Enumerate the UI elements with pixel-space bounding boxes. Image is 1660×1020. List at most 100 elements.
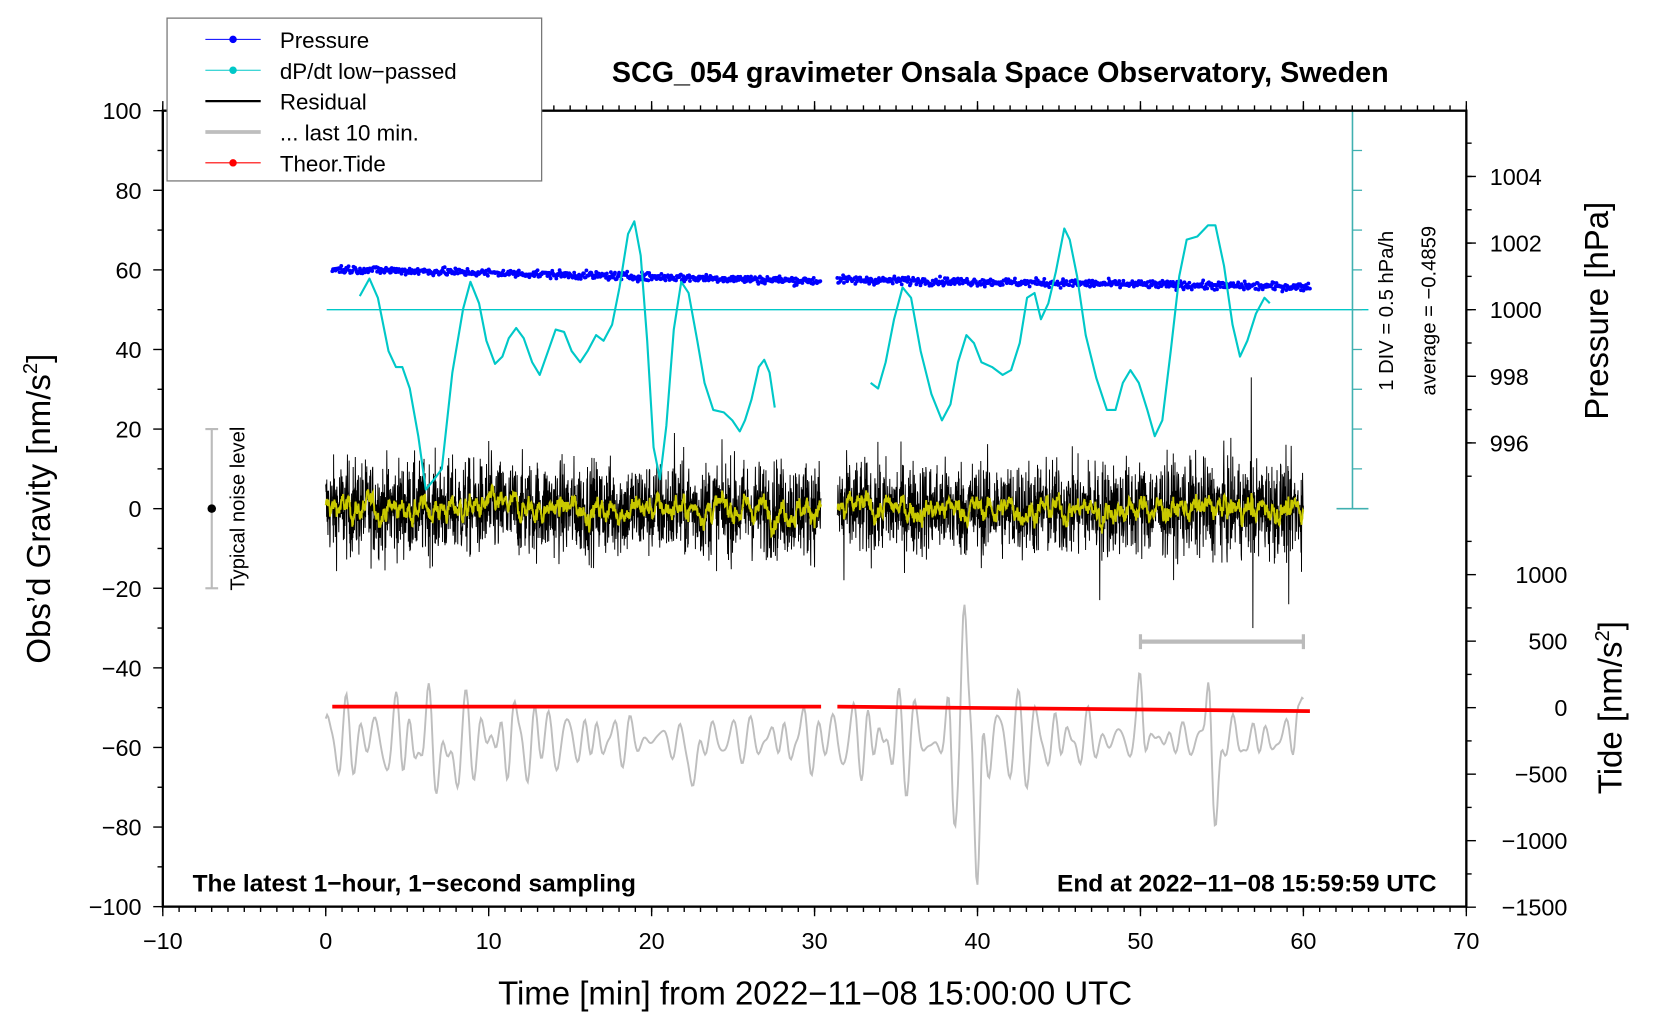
legend-label: Pressure (280, 28, 369, 53)
pressure-point (688, 279, 692, 283)
pressure-point (818, 279, 823, 284)
x-tick-label: 0 (319, 928, 332, 954)
pressure-point (1058, 285, 1063, 290)
pressure-axis-label: Pressure [hPa] (1578, 202, 1615, 420)
y-tick-label: 100 (102, 98, 141, 124)
pressure-point (1242, 287, 1246, 292)
pressure-point (934, 277, 938, 282)
pressure-tick-label: 1004 (1490, 164, 1542, 190)
pressure-point (625, 269, 630, 274)
pressure-point (970, 282, 975, 286)
x-axis-label: Time [min] from 2022−11−08 15:00:00 UTC (498, 975, 1132, 1012)
pressure-point (516, 268, 521, 273)
pressure-point (890, 281, 895, 286)
pressure-point (1013, 276, 1017, 281)
pressure-point (842, 280, 846, 285)
tide-axis-label-main: Tide [nm/s (1592, 642, 1629, 795)
pressure-point (584, 268, 589, 273)
y-tick-label: 20 (115, 417, 141, 443)
pressure-point (659, 272, 664, 276)
pressure-point (1121, 278, 1126, 283)
pressure-point (845, 279, 850, 284)
pressure-point (765, 274, 770, 279)
pressure-point (604, 271, 609, 276)
legend-label: ... last 10 min. (280, 120, 419, 145)
pressure-point (1306, 281, 1311, 286)
x-tick-label: 40 (964, 928, 990, 954)
pressure-tick-label: 1002 (1490, 231, 1542, 257)
pressure-point (354, 267, 358, 272)
pressure-point (908, 281, 913, 286)
chart-title: SCG_054 gravimeter Onsala Space Observat… (612, 57, 1389, 89)
legend-label: Residual (280, 90, 367, 115)
tide-series-line-1 (837, 704, 1310, 713)
pressure-point (938, 274, 942, 279)
legend-entries: Pressure dP/dt low−passed Residual ... last… (205, 28, 457, 176)
pressure-point (714, 275, 719, 280)
legend-marker-icon (229, 66, 237, 74)
pressure-point (704, 272, 709, 277)
tide-tick-label: −1500 (1502, 895, 1568, 921)
x-tick-label: 30 (802, 928, 828, 954)
pressure-tick-label: 998 (1490, 364, 1529, 390)
y-tick-label: 0 (128, 496, 141, 522)
pressure-series-1 (835, 273, 1312, 294)
pressure-point (548, 276, 553, 281)
pressure-point (1167, 284, 1171, 289)
noise-level-label: Typical noise level (228, 427, 250, 591)
pressure-point (1187, 280, 1192, 285)
pressure-point (613, 270, 617, 275)
y-tick-label: −60 (102, 735, 142, 761)
legend-marker-icon (229, 159, 237, 167)
pressure-point (957, 281, 962, 286)
pressure-point (1272, 287, 1277, 292)
pressure-point (1064, 279, 1069, 283)
pressure-tick-label: 996 (1490, 430, 1529, 456)
pressure-tick-label: 1000 (1490, 297, 1542, 323)
y-tick-label: 40 (115, 337, 141, 363)
pressure-point (1181, 287, 1186, 292)
legend-entry: Pressure (205, 28, 369, 53)
pressure-point (1182, 280, 1187, 285)
pressure-point (442, 265, 447, 270)
y-tick-label: −40 (102, 655, 142, 681)
pressure-point (554, 276, 559, 281)
pressure-point (485, 273, 490, 278)
residual-smoothed-line-1 (836, 490, 1305, 534)
bottom-right-note: End at 2022−11−08 15:59:59 UTC (1057, 871, 1437, 898)
y-tick-label: −80 (102, 815, 142, 841)
pressure-point (811, 275, 816, 280)
residual-smoothed-line-0 (324, 483, 823, 539)
pressure-point (370, 269, 375, 273)
pressure-point (527, 275, 532, 280)
x-tick-label: 50 (1127, 928, 1153, 954)
pressure-point (945, 276, 950, 281)
legend: Pressure dP/dt low−passed Residual ... last… (166, 17, 543, 182)
tide-tick-label: 500 (1528, 629, 1567, 655)
pressure-series-0 (330, 264, 823, 288)
pressure-point (1231, 281, 1236, 286)
x-tick-label: 60 (1290, 928, 1316, 954)
pressure-point (1215, 287, 1219, 292)
y-axis-label: Obs’d Gravity [nm/s2] (20, 354, 57, 664)
pressure-point (1027, 284, 1032, 289)
y-tick-label: −100 (89, 894, 142, 920)
pressure-point (346, 264, 351, 269)
x-tick-label: −10 (143, 928, 183, 954)
pressure-point (1117, 279, 1122, 283)
pressure-point (982, 284, 987, 289)
pressure-point (1236, 280, 1241, 285)
y-axis-label-sup: 2 (20, 363, 42, 374)
bottom-left-note: The latest 1−hour, 1−second sampling (193, 871, 636, 898)
pressure-point (858, 275, 863, 280)
legend-label: Theor.Tide (280, 151, 386, 176)
pressure-point (1000, 282, 1005, 287)
dpdt-series-line-0 (358, 220, 776, 491)
legend-marker-icon (229, 35, 237, 44)
y-tick-label: 80 (115, 178, 141, 204)
tide-tick-label: −1000 (1502, 828, 1568, 854)
pressure-point (940, 279, 945, 284)
legend-entry: ... last 10 min. (205, 120, 419, 145)
dpdt-series-line-1 (870, 224, 1271, 438)
